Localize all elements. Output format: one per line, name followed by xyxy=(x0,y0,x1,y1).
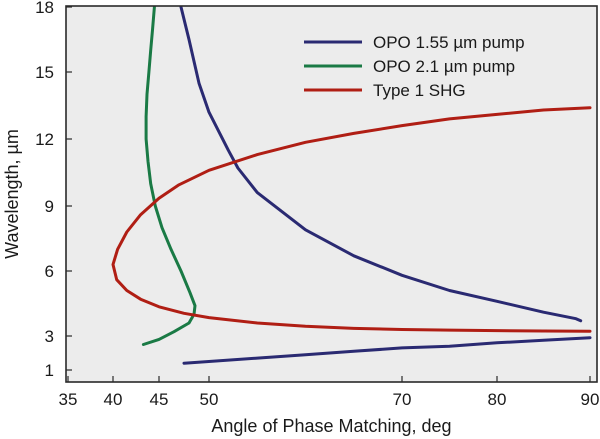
x-tick-label: 35 xyxy=(59,390,78,409)
series-line-2 xyxy=(141,5,197,346)
plot-area xyxy=(66,6,597,382)
plot-frame xyxy=(65,5,598,383)
x-tick-label: 90 xyxy=(581,390,600,409)
x-tick-label: 70 xyxy=(393,390,412,409)
x-tick-label: 45 xyxy=(150,390,169,409)
y-tick-label: 9 xyxy=(45,197,54,216)
x-tick-label: 40 xyxy=(104,390,123,409)
legend-label: OPO 1.55 µm pump xyxy=(373,33,525,52)
legend-label: Type 1 SHG xyxy=(373,81,466,100)
x-axis-title: Angle of Phase Matching, deg xyxy=(211,416,451,436)
x-tick-label: 80 xyxy=(488,390,507,409)
y-tick-label: 15 xyxy=(35,63,54,82)
y-tick-label: 3 xyxy=(45,327,54,346)
y-tick-label: 6 xyxy=(45,262,54,281)
legend-label: OPO 2.1 µm pump xyxy=(373,57,515,76)
y-tick-label: 1 xyxy=(45,361,54,380)
y-tick-label: 18 xyxy=(35,0,54,17)
series-line-1 xyxy=(179,5,592,365)
x-tick-label: 50 xyxy=(200,390,219,409)
y-tick-label: 12 xyxy=(35,130,54,149)
y-axis-title: Wavelength, µm xyxy=(2,129,22,259)
series-line-3 xyxy=(111,106,592,333)
